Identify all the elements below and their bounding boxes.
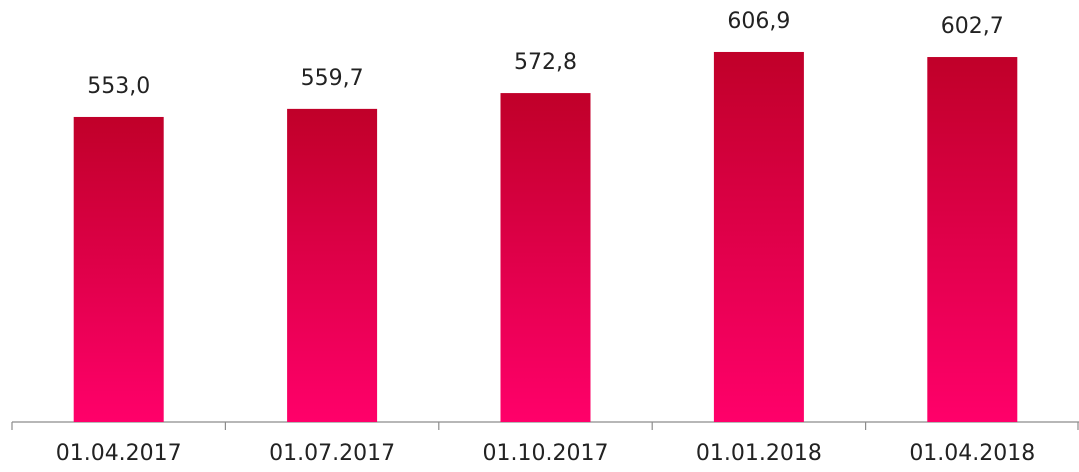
value-label: 606,9 (727, 9, 790, 34)
bar (927, 57, 1018, 423)
bar (500, 93, 591, 422)
x-tick-label: 01.04.2017 (56, 441, 182, 466)
value-label: 559,7 (301, 66, 364, 91)
value-label: 602,7 (941, 14, 1004, 39)
x-tick-label: 01.04.2018 (909, 441, 1035, 466)
bar (73, 116, 164, 422)
value-label: 572,8 (514, 50, 577, 75)
bar (287, 108, 378, 422)
x-tick-label: 01.07.2017 (269, 441, 395, 466)
value-label: 553,0 (87, 74, 150, 99)
x-tick-label: 01.10.2017 (483, 441, 609, 466)
bar (713, 51, 804, 423)
x-tick-label: 01.01.2018 (696, 441, 822, 466)
